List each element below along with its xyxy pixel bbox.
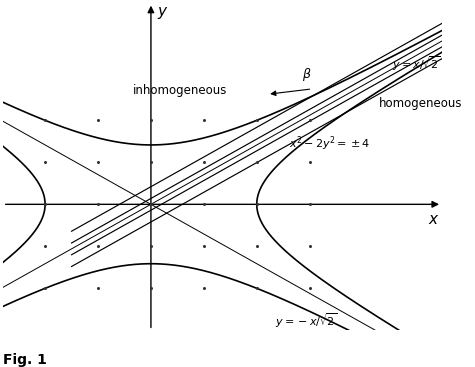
Text: $\beta$: $\beta$ [302, 66, 311, 83]
Text: $x^2 - 2y^2 = \pm 4$: $x^2 - 2y^2 = \pm 4$ [288, 134, 370, 153]
Text: $y = -x/\sqrt{2}$: $y = -x/\sqrt{2}$ [276, 312, 338, 330]
Text: $y$: $y$ [157, 5, 169, 21]
Text: $x$: $x$ [428, 212, 439, 227]
Text: Fig. 1: Fig. 1 [3, 353, 47, 367]
Text: homogeneous: homogeneous [379, 97, 462, 110]
Text: inhomogeneous: inhomogeneous [133, 84, 227, 98]
Text: $y = x/\sqrt{2}$: $y = x/\sqrt{2}$ [392, 54, 440, 73]
